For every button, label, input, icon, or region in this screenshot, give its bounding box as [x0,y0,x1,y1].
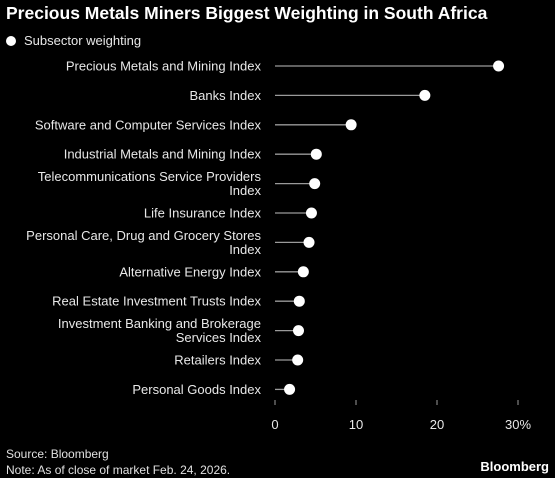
data-point [493,60,505,72]
data-point [310,148,322,160]
category-label: Life Insurance Index [144,206,262,221]
category-label: Real Estate Investment Trusts Index [52,294,261,309]
category-label: Retailers Index [174,353,261,368]
data-point [293,295,305,307]
legend-marker [6,35,16,46]
category-label: Index [229,242,261,257]
category-label: Investment Banking and Brokerage [58,316,261,331]
data-point [305,207,317,219]
legend-label: Subsector weighting [24,33,142,48]
data-point [284,383,296,395]
x-tick-label: 0 [271,417,278,432]
data-point [345,119,357,131]
category-label: Personal Care, Drug and Grocery Stores [26,228,261,243]
data-point [309,178,321,190]
legend: Subsector weighting [6,33,141,48]
category-label: Telecommunications Service Providers [38,169,262,184]
data-point [303,236,315,248]
bloomberg-logo: Bloomberg [480,459,549,474]
footer: Source: Bloomberg Note: As of close of m… [6,446,230,478]
category-label: Precious Metals and Mining Index [66,59,262,74]
category-label: Industrial Metals and Mining Index [64,147,262,162]
footnote: Note: As of close of market Feb. 24, 202… [6,463,231,477]
source-note: Source: Bloomberg [6,447,109,461]
chart-title: Precious Metals Miners Biggest Weighting… [6,3,488,23]
x-tick-label: 10 [349,417,363,432]
x-tick-label: 30% [505,417,531,432]
category-label: Index [229,183,261,198]
category-label: Banks Index [189,88,261,103]
category-label: Personal Goods Index [132,382,261,397]
data-point [292,354,304,366]
data-point [292,325,304,337]
category-label: Software and Computer Services Index [35,117,262,132]
x-tick-label: 20 [430,417,444,432]
category-label: Services Index [176,330,262,345]
data-point [419,89,431,101]
data-point [297,266,309,278]
category-label: Alternative Energy Index [119,264,261,279]
